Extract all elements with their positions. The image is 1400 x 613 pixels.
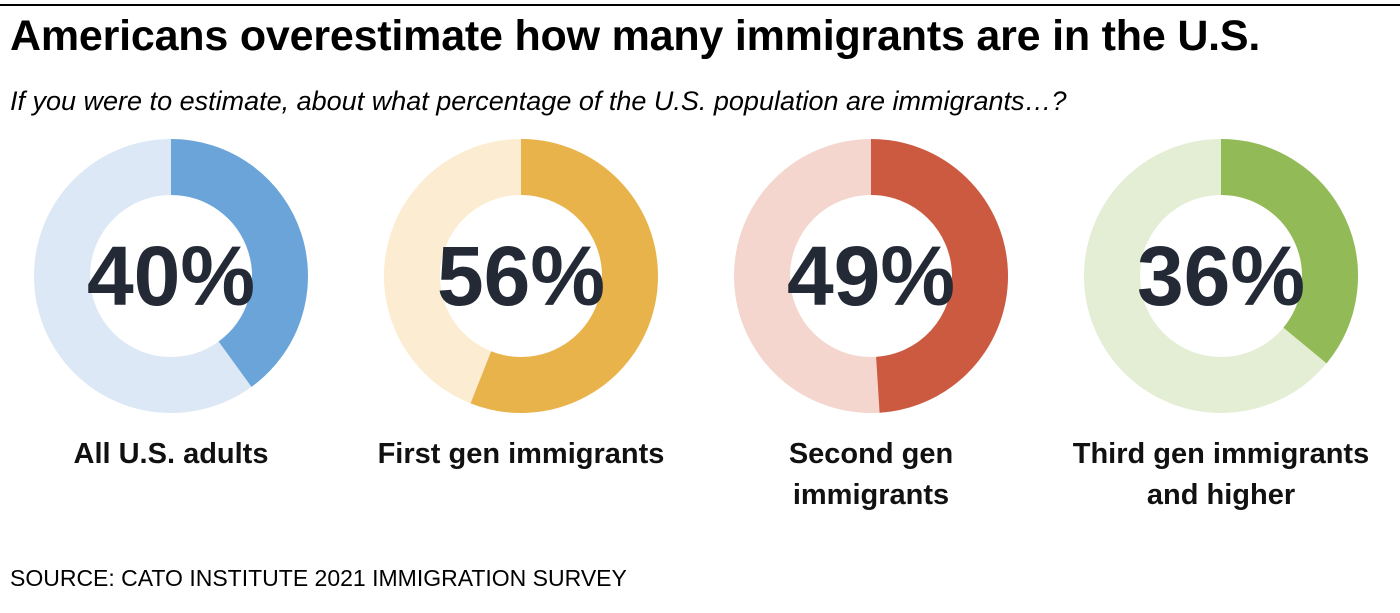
donut-panel-third-gen: 36% Third gen immigrants and higher <box>1051 138 1391 518</box>
category-label: Third gen immigrants and higher <box>1072 438 1370 511</box>
donut-chart: 56% <box>384 139 658 413</box>
top-rule <box>0 4 1400 6</box>
donut-panel-first-gen: 56% First gen immigrants <box>351 138 691 518</box>
chart-subtitle: If you were to estimate, about what perc… <box>10 86 1067 116</box>
donut-chart: 40% <box>34 139 308 413</box>
donut-panel-second-gen: 49% Second gen immigrants <box>701 138 1041 518</box>
donut-chart: 49% <box>734 139 1008 413</box>
donut-value-arc <box>470 139 658 413</box>
donut-value-label: 56% <box>437 229 605 323</box>
category-label: First gen immigrants <box>377 438 665 470</box>
donut-value-arc <box>170 139 308 387</box>
donut-panel-all-adults: 40% All U.S. adults <box>1 138 341 518</box>
donut-value-arc <box>1220 139 1358 364</box>
source-note: SOURCE: CATO INSTITUTE 2021 IMMIGRATION … <box>10 565 627 591</box>
donut-value-label: 40% <box>87 229 255 323</box>
donut-value-label: 36% <box>1137 229 1305 323</box>
chart-title: Americans overestimate how many immigran… <box>10 12 1261 60</box>
donut-value-label: 49% <box>787 229 955 323</box>
category-label: All U.S. adults <box>73 438 269 470</box>
donut-value-arc <box>870 139 1008 413</box>
donut-chart: 36% <box>1084 139 1358 413</box>
category-label: Second gen immigrants <box>788 438 954 511</box>
